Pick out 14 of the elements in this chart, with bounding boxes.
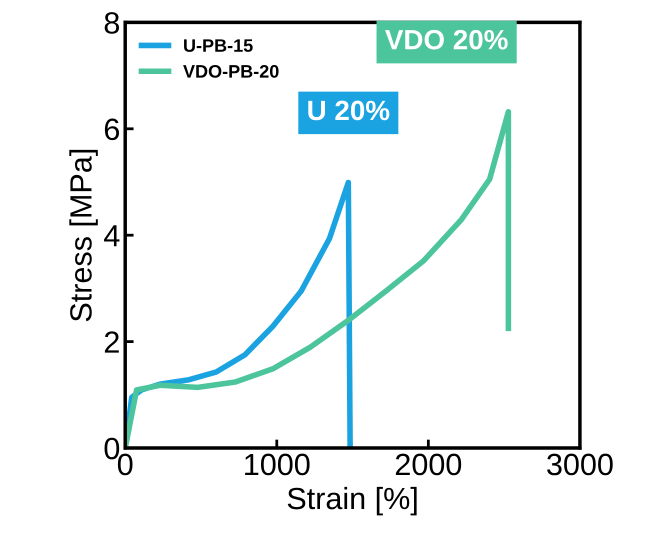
y-tick-label: 0: [104, 438, 120, 460]
y-tick-label: 8: [104, 12, 120, 34]
y-tick-label: 6: [104, 118, 120, 140]
x-tick-label: 3000: [547, 454, 613, 476]
annotation: VDO 20%: [385, 30, 508, 50]
legend-label: VDO-PB-20: [183, 64, 279, 78]
annotation: U 20%: [308, 100, 390, 120]
y-tick-label: 4: [104, 225, 120, 246]
y-axis-title: Stress [MPa]: [69, 150, 98, 322]
x-tick-label: 1000: [245, 454, 310, 476]
x-tick-label: 2000: [396, 454, 462, 476]
x-axis-title: Strain [%]: [288, 486, 417, 516]
legend-label: U-PB-15: [184, 39, 253, 52]
y-tick-label: 2: [104, 331, 119, 353]
